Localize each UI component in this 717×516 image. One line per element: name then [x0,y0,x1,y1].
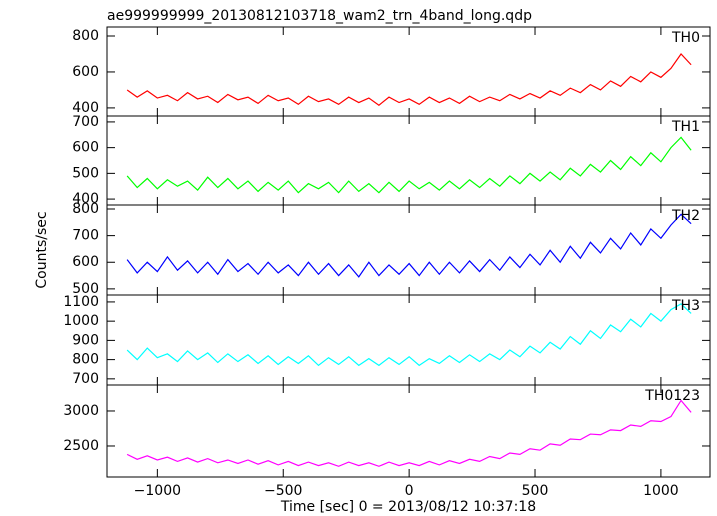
y-tick-label: 700 [72,114,99,130]
y-tick-label: 600 [72,64,99,80]
data-line [126,136,692,194]
y-tick-label: 400 [72,100,99,116]
y-tick-label: 800 [72,352,99,368]
data-line [126,213,692,278]
y-tick-label: 600 [72,140,99,156]
series-label: TH1 [671,119,700,135]
y-tick-label: 500 [72,165,99,181]
data-line [126,399,692,467]
panel-frame [106,294,711,386]
x-axis-label: Time [sec] 0 = 2013/08/12 10:37:18 [280,499,536,515]
panel-frame [106,204,711,296]
x-tick-label: −1000 [134,483,181,499]
y-tick-label: 500 [72,281,99,297]
y-tick-label: 800 [72,201,99,217]
x-tick-label: 0 [405,483,414,499]
x-tick-label: −500 [264,483,302,499]
series-label: TH3 [671,298,700,314]
data-line [126,303,692,367]
series-label: TH0123 [644,388,700,404]
panel-frame [106,115,711,206]
y-tick-label: 1000 [63,313,99,329]
y-tick-label: 1100 [63,294,99,310]
y-tick-label: 700 [72,228,99,244]
data-line [126,53,692,106]
y-tick-label: 800 [72,28,99,44]
y-tick-label: 600 [72,254,99,270]
x-tick-label: 1000 [643,483,679,499]
x-tick-label: 500 [522,483,549,499]
y-tick-label: 700 [72,371,99,387]
y-axis-label: Counts/sec [34,211,50,288]
panel-frame [106,384,711,478]
panel-frame [106,26,711,117]
y-tick-label: 3000 [63,403,99,419]
y-tick-label: 900 [72,332,99,348]
y-tick-label: 400 [72,191,99,207]
y-tick-label: 2500 [63,438,99,454]
chart-title: ae999999999_20130812103718_wam2_trn_4ban… [107,8,532,24]
series-label: TH0 [671,30,700,46]
series-label: TH2 [671,208,700,224]
